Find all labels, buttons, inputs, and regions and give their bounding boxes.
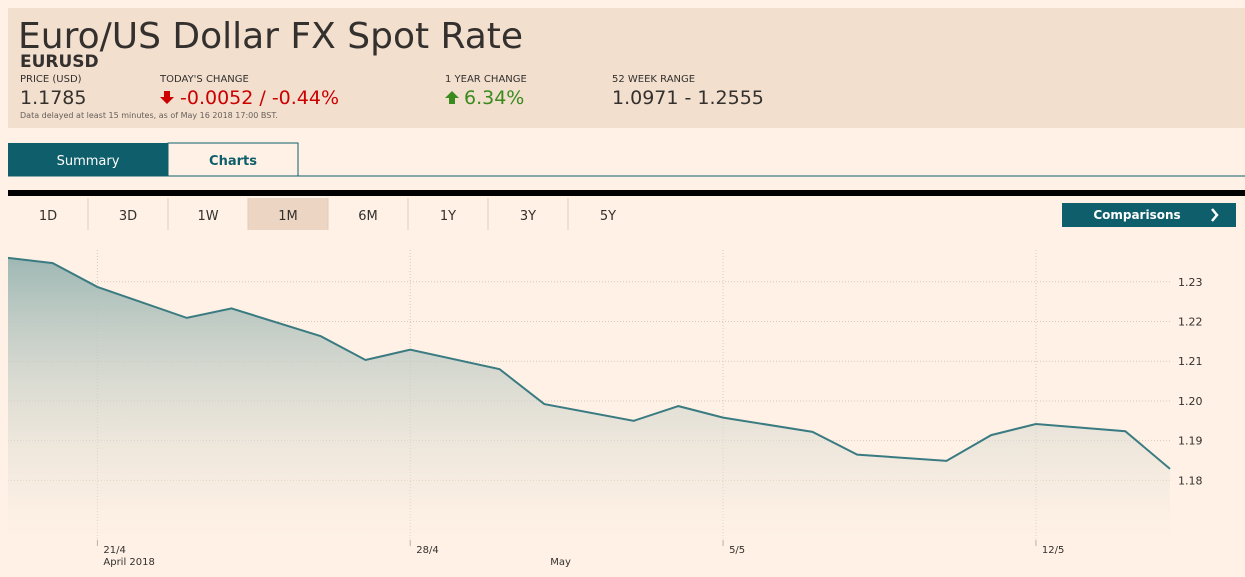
stat-value: 6.34% xyxy=(464,87,524,109)
line xyxy=(7,256,1171,470)
y-tick-label: 1.23 xyxy=(1178,276,1203,289)
tab-label[interactable]: Charts xyxy=(209,154,257,169)
stat-value: -0.0052 / -0.44% xyxy=(180,87,339,109)
range-button[interactable]: 3D xyxy=(119,209,137,224)
title: Euro/US Dollar FX Spot Rate xyxy=(18,16,523,57)
divider xyxy=(8,190,1245,196)
chart: 1.18 1.19 1.20 1.21 1.22 1.23 21/4 28/4 5/5 12/5 A… xyxy=(7,250,1203,568)
range-bar: 1D 3D 1W 1M 6M 1Y 3Y 5Y xyxy=(39,198,616,230)
range-button[interactable]: 1M xyxy=(278,209,298,224)
x-tick-label: 5/5 xyxy=(729,545,745,556)
x-tick-label: 21/4 xyxy=(103,545,125,556)
y-tick-label: 1.22 xyxy=(1178,316,1203,329)
range-button[interactable]: 3Y xyxy=(520,209,536,224)
month-label: May xyxy=(550,557,571,568)
y-tick-label: 1.21 xyxy=(1178,355,1203,368)
down-arrow xyxy=(160,91,174,104)
x-tick-label: 12/5 xyxy=(1042,545,1064,556)
range-button[interactable]: 1W xyxy=(197,209,218,224)
up-arrow xyxy=(445,91,459,104)
chevron xyxy=(1211,208,1219,222)
y-tick-label: 1.18 xyxy=(1178,474,1203,487)
stat-value: 1.1785 xyxy=(20,87,86,109)
header-bg xyxy=(8,8,1245,128)
range-button[interactable]: 5Y xyxy=(600,209,616,224)
tab-active[interactable] xyxy=(8,143,168,176)
x-tick-label: 28/4 xyxy=(416,545,438,556)
symbol: EURUSD xyxy=(20,52,99,72)
stat-label: 1 YEAR CHANGE xyxy=(445,74,527,85)
range-button[interactable]: 6M xyxy=(358,209,378,224)
area xyxy=(8,257,1170,540)
range-button[interactable]: 1Y xyxy=(440,209,456,224)
y-tick-label: 1.20 xyxy=(1178,395,1203,408)
stat-label: PRICE (USD) xyxy=(20,74,82,85)
month-label: April 2018 xyxy=(103,557,154,568)
stat-label: 52 WEEK RANGE xyxy=(612,74,695,85)
range-selected xyxy=(248,198,328,230)
comparisons-label[interactable]: Comparisons xyxy=(1093,208,1180,222)
y-tick-label: 1.19 xyxy=(1178,435,1203,448)
note: Data delayed at least 15 minutes, as of … xyxy=(20,111,278,120)
tab-label[interactable]: Summary xyxy=(57,154,120,169)
stat-value: 1.0971 - 1.2555 xyxy=(612,87,764,109)
stat-label: TODAY'S CHANGE xyxy=(159,74,249,85)
range-button[interactable]: 1D xyxy=(39,209,57,224)
comparisons-button[interactable] xyxy=(1062,203,1236,227)
